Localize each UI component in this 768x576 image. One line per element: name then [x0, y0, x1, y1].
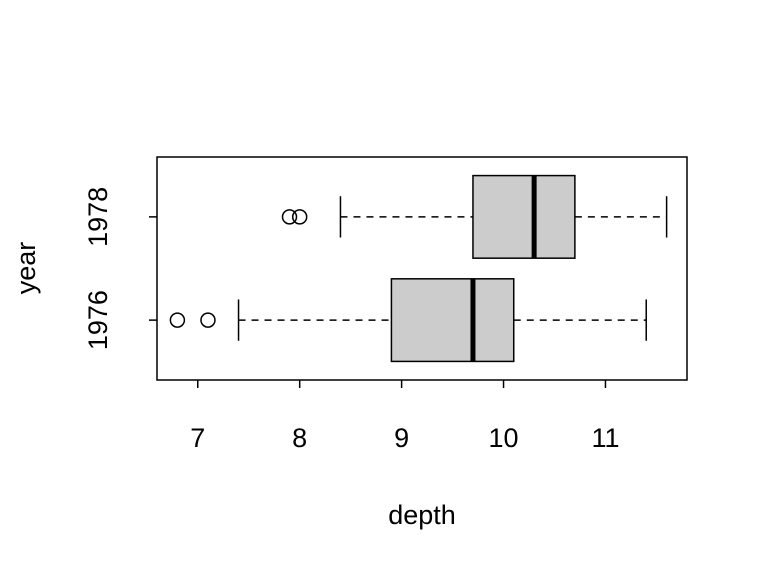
outlier — [291, 209, 308, 225]
plot-frame — [156, 156, 688, 381]
x-axis-label: depth — [388, 500, 456, 530]
outlier — [169, 312, 186, 328]
x-tick-label: 9 — [394, 423, 409, 453]
x-tick-label: 7 — [190, 423, 205, 453]
box — [472, 174, 576, 259]
x-tick-label: 8 — [292, 423, 307, 453]
x-tick-label: 10 — [489, 423, 519, 453]
outlier — [200, 312, 216, 328]
box — [390, 278, 515, 363]
y-axis-label: year — [11, 242, 41, 295]
outlier — [281, 209, 298, 225]
x-tick-label: 11 — [591, 423, 619, 453]
y-tick-label: 1976 — [83, 290, 113, 350]
y-tick-label: 1978 — [83, 187, 113, 247]
